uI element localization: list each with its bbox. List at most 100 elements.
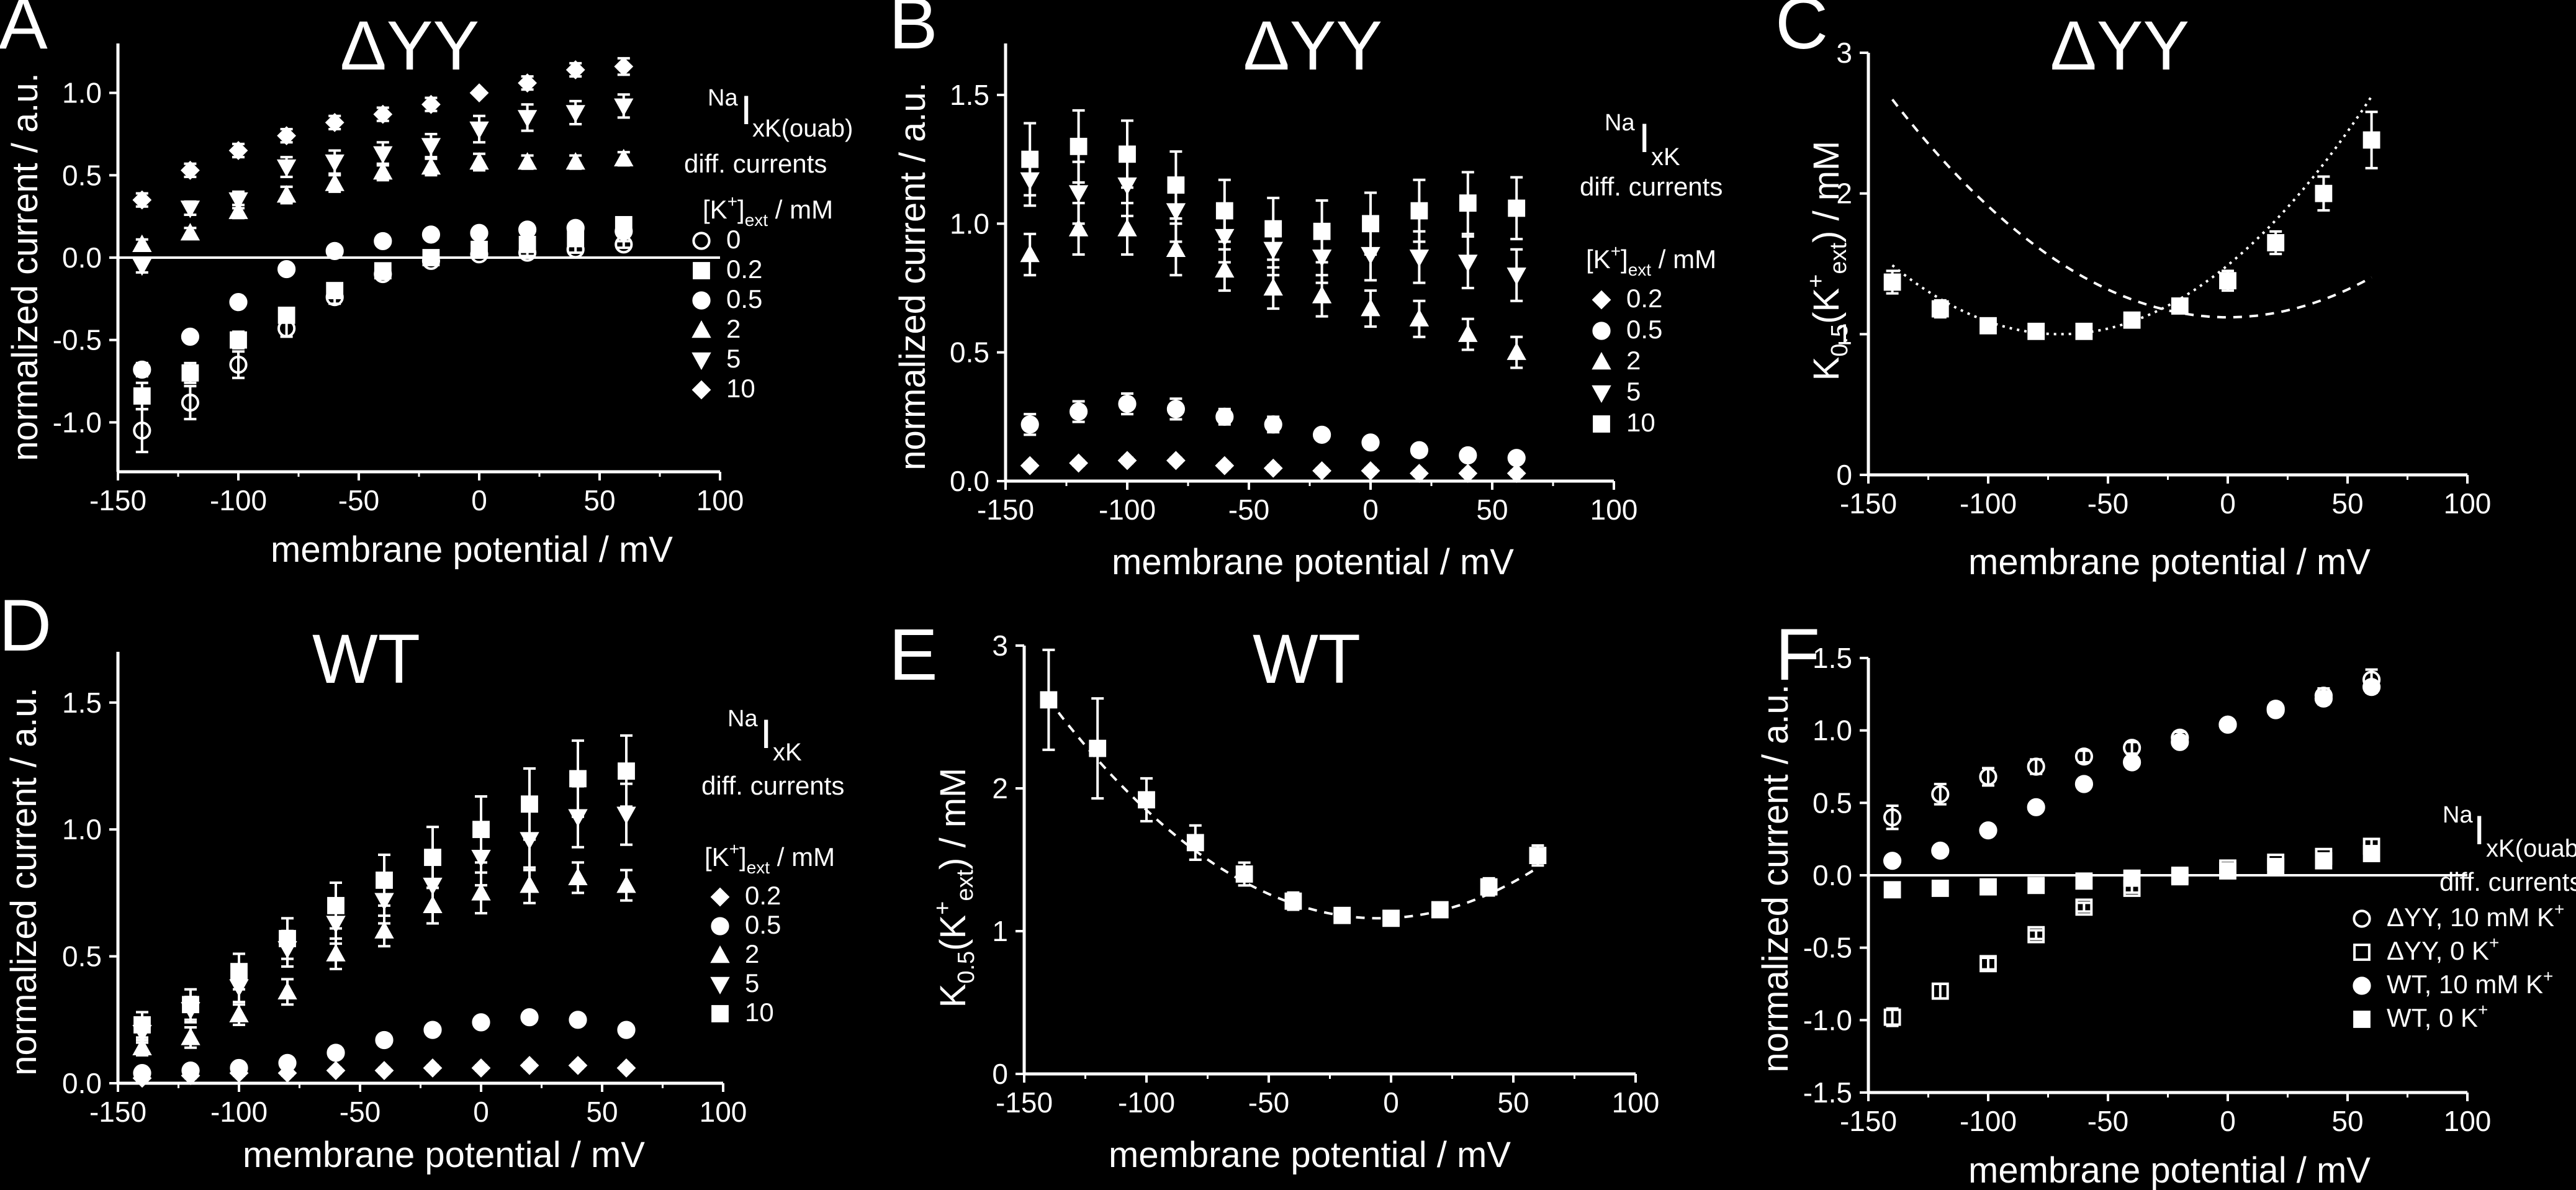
data-point	[1979, 767, 1997, 786]
legend-header-1-sub: xK(ouab)	[752, 115, 853, 142]
x-tick-label: 0	[2220, 487, 2236, 520]
panel-d: D WT membrane potential / mV normalized …	[0, 585, 844, 1175]
data-point	[2027, 926, 2045, 944]
data-point	[228, 141, 248, 160]
y-axis-label-e-sup: +	[930, 901, 956, 915]
data-point	[228, 201, 248, 219]
panel-c: C ΔYY membrane potential / mV K0.5(K+ext…	[1775, 0, 2491, 582]
y-tick-label: 0.0	[950, 465, 989, 497]
y-tick-label: 1	[1836, 318, 1852, 350]
data-point	[1312, 461, 1332, 480]
series-2	[132, 148, 634, 252]
data-point	[2075, 322, 2093, 340]
legend-header-1-sup: Na	[1605, 110, 1635, 136]
data-point	[2362, 131, 2380, 149]
data-point	[133, 421, 151, 440]
data-point	[614, 56, 634, 76]
legend-marker	[2353, 944, 2371, 961]
data-point	[2074, 747, 2093, 766]
legend-label: WT, 0 K+	[2387, 1000, 2488, 1032]
y-tick-label: 0	[1836, 459, 1852, 491]
data-point	[1333, 906, 1351, 924]
y-axis-label-b: normalized current / a.u.	[893, 82, 933, 470]
x-tick-label: -100	[210, 484, 267, 516]
panel-e: E WT membrane potential / mV K0.5(K+ext)…	[889, 614, 1659, 1175]
data-point	[182, 996, 199, 1014]
data-point	[472, 821, 490, 839]
data-point	[277, 306, 295, 324]
legend-marker	[2353, 976, 2371, 995]
y-axis-label-e-mid: (K	[933, 915, 973, 951]
data-point	[1410, 441, 1428, 459]
data-point	[1507, 449, 1526, 467]
data-point	[1931, 785, 1950, 803]
data-point	[1459, 446, 1477, 465]
panel-title-d: WT	[312, 620, 420, 698]
data-point	[276, 185, 297, 203]
data-point	[517, 152, 538, 170]
y-tick-label: 0.5	[1813, 787, 1852, 819]
data-point	[521, 795, 538, 813]
data-point	[614, 148, 634, 166]
legend-label: 2	[745, 939, 759, 968]
y-axis-label-e: K0.5(K+ext) / mM	[930, 768, 980, 1008]
legend-header-2: diff. currents	[1580, 172, 1723, 201]
legend-marker	[691, 352, 711, 371]
series-0.5	[1020, 392, 1526, 467]
data-point	[1089, 739, 1107, 757]
x-tick-label: -50	[1248, 1086, 1289, 1119]
data-point	[2171, 732, 2189, 751]
x-tick-label: 0	[1383, 1086, 1399, 1119]
series-data	[1040, 648, 1547, 927]
series-10	[1021, 109, 1526, 264]
y-axis-label-d: normalized current / a.u.	[4, 687, 44, 1075]
x-tick-label: -50	[338, 484, 379, 516]
data-point	[181, 327, 199, 346]
x-tick-label: -150	[1840, 1105, 1897, 1137]
data-point	[2314, 689, 2333, 708]
legend-header-3-unit: / mM	[1651, 245, 1716, 274]
legend-label-text: 0.2	[1626, 284, 1662, 313]
data-point	[469, 83, 489, 103]
data-point	[1362, 215, 1379, 233]
data-point	[229, 1004, 249, 1022]
data-point	[1508, 199, 1526, 217]
data-point	[373, 161, 393, 180]
x-tick-label: -50	[1228, 494, 1269, 526]
data-point	[565, 60, 585, 79]
data-point	[1409, 309, 1430, 327]
data-point	[615, 222, 633, 241]
legend-label-text: 0.2	[745, 881, 781, 910]
y-tick-label: -1.5	[1803, 1076, 1852, 1109]
data-point	[1118, 394, 1137, 413]
y-tick-label: -0.5	[1803, 932, 1852, 964]
panel-title-e: WT	[1253, 620, 1361, 698]
data-point	[2218, 715, 2237, 734]
legend-marker	[711, 917, 729, 935]
data-point	[568, 867, 588, 886]
legend-label: 0.2	[726, 255, 762, 284]
legend-header-1: I	[760, 711, 772, 757]
data-point	[614, 98, 634, 116]
y-tick-label: 1.0	[950, 207, 989, 240]
data-point	[1979, 878, 1997, 896]
data-point	[1069, 453, 1089, 473]
legend-header-3b: ]	[739, 842, 747, 872]
data-point	[1313, 425, 1331, 444]
y-tick-label: 1.5	[62, 687, 102, 719]
data-point	[181, 1027, 200, 1045]
data-point	[471, 883, 491, 901]
legend-header-1-sub: xK	[1651, 143, 1680, 171]
series-0.5	[133, 1008, 636, 1083]
data-point	[325, 241, 344, 260]
legend-header-1-sup: Na	[2443, 802, 2473, 828]
series-10	[133, 734, 635, 1039]
x-axis-label-b: membrane potential / mV	[1112, 542, 1514, 582]
data-point	[2027, 757, 2045, 776]
panel-letter-a: A	[0, 0, 48, 65]
legend-header-2: diff. currents	[684, 149, 827, 178]
data-point	[374, 1061, 394, 1080]
x-tick-label: -100	[210, 1096, 268, 1128]
data-point	[1480, 878, 1498, 896]
